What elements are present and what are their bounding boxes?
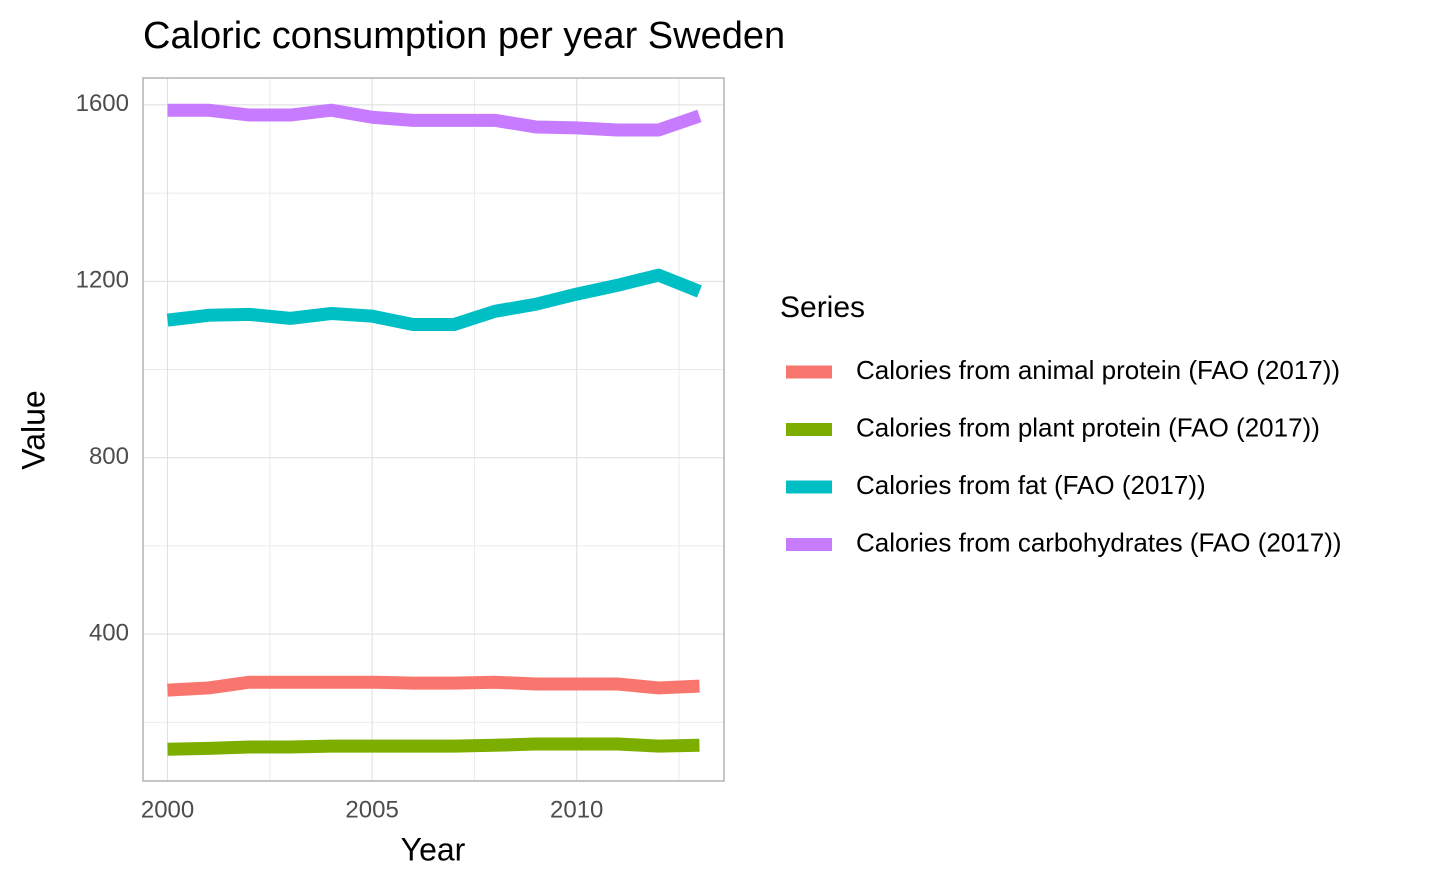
y-tick-label: 1200 (76, 267, 129, 294)
series-line (167, 675, 700, 697)
series-line (167, 737, 700, 756)
y-tick-label: 1600 (76, 90, 129, 117)
y-tick-label: 800 (89, 443, 129, 470)
x-tick-label: 2010 (550, 796, 603, 823)
x-axis-label: Year (401, 831, 466, 867)
y-tick-label: 400 (89, 619, 129, 646)
y-axis-label: Value (15, 390, 51, 469)
panel-border (142, 77, 725, 782)
legend-title: Series (780, 291, 865, 324)
chart-title: Caloric consumption per year Sweden (143, 15, 785, 57)
x-tick-label: 2000 (141, 796, 194, 823)
series-line (167, 103, 702, 137)
legend-label: Calories from carbohydrates (FAO (2017)) (856, 527, 1342, 557)
x-tick-label: 2005 (345, 796, 398, 823)
series-line (166, 268, 702, 332)
legend-label: Calories from plant protein (FAO (2017)) (856, 412, 1320, 442)
legend-label: Calories from fat (FAO (2017)) (856, 470, 1206, 500)
legend-label: Calories from animal protein (FAO (2017)… (856, 355, 1340, 385)
